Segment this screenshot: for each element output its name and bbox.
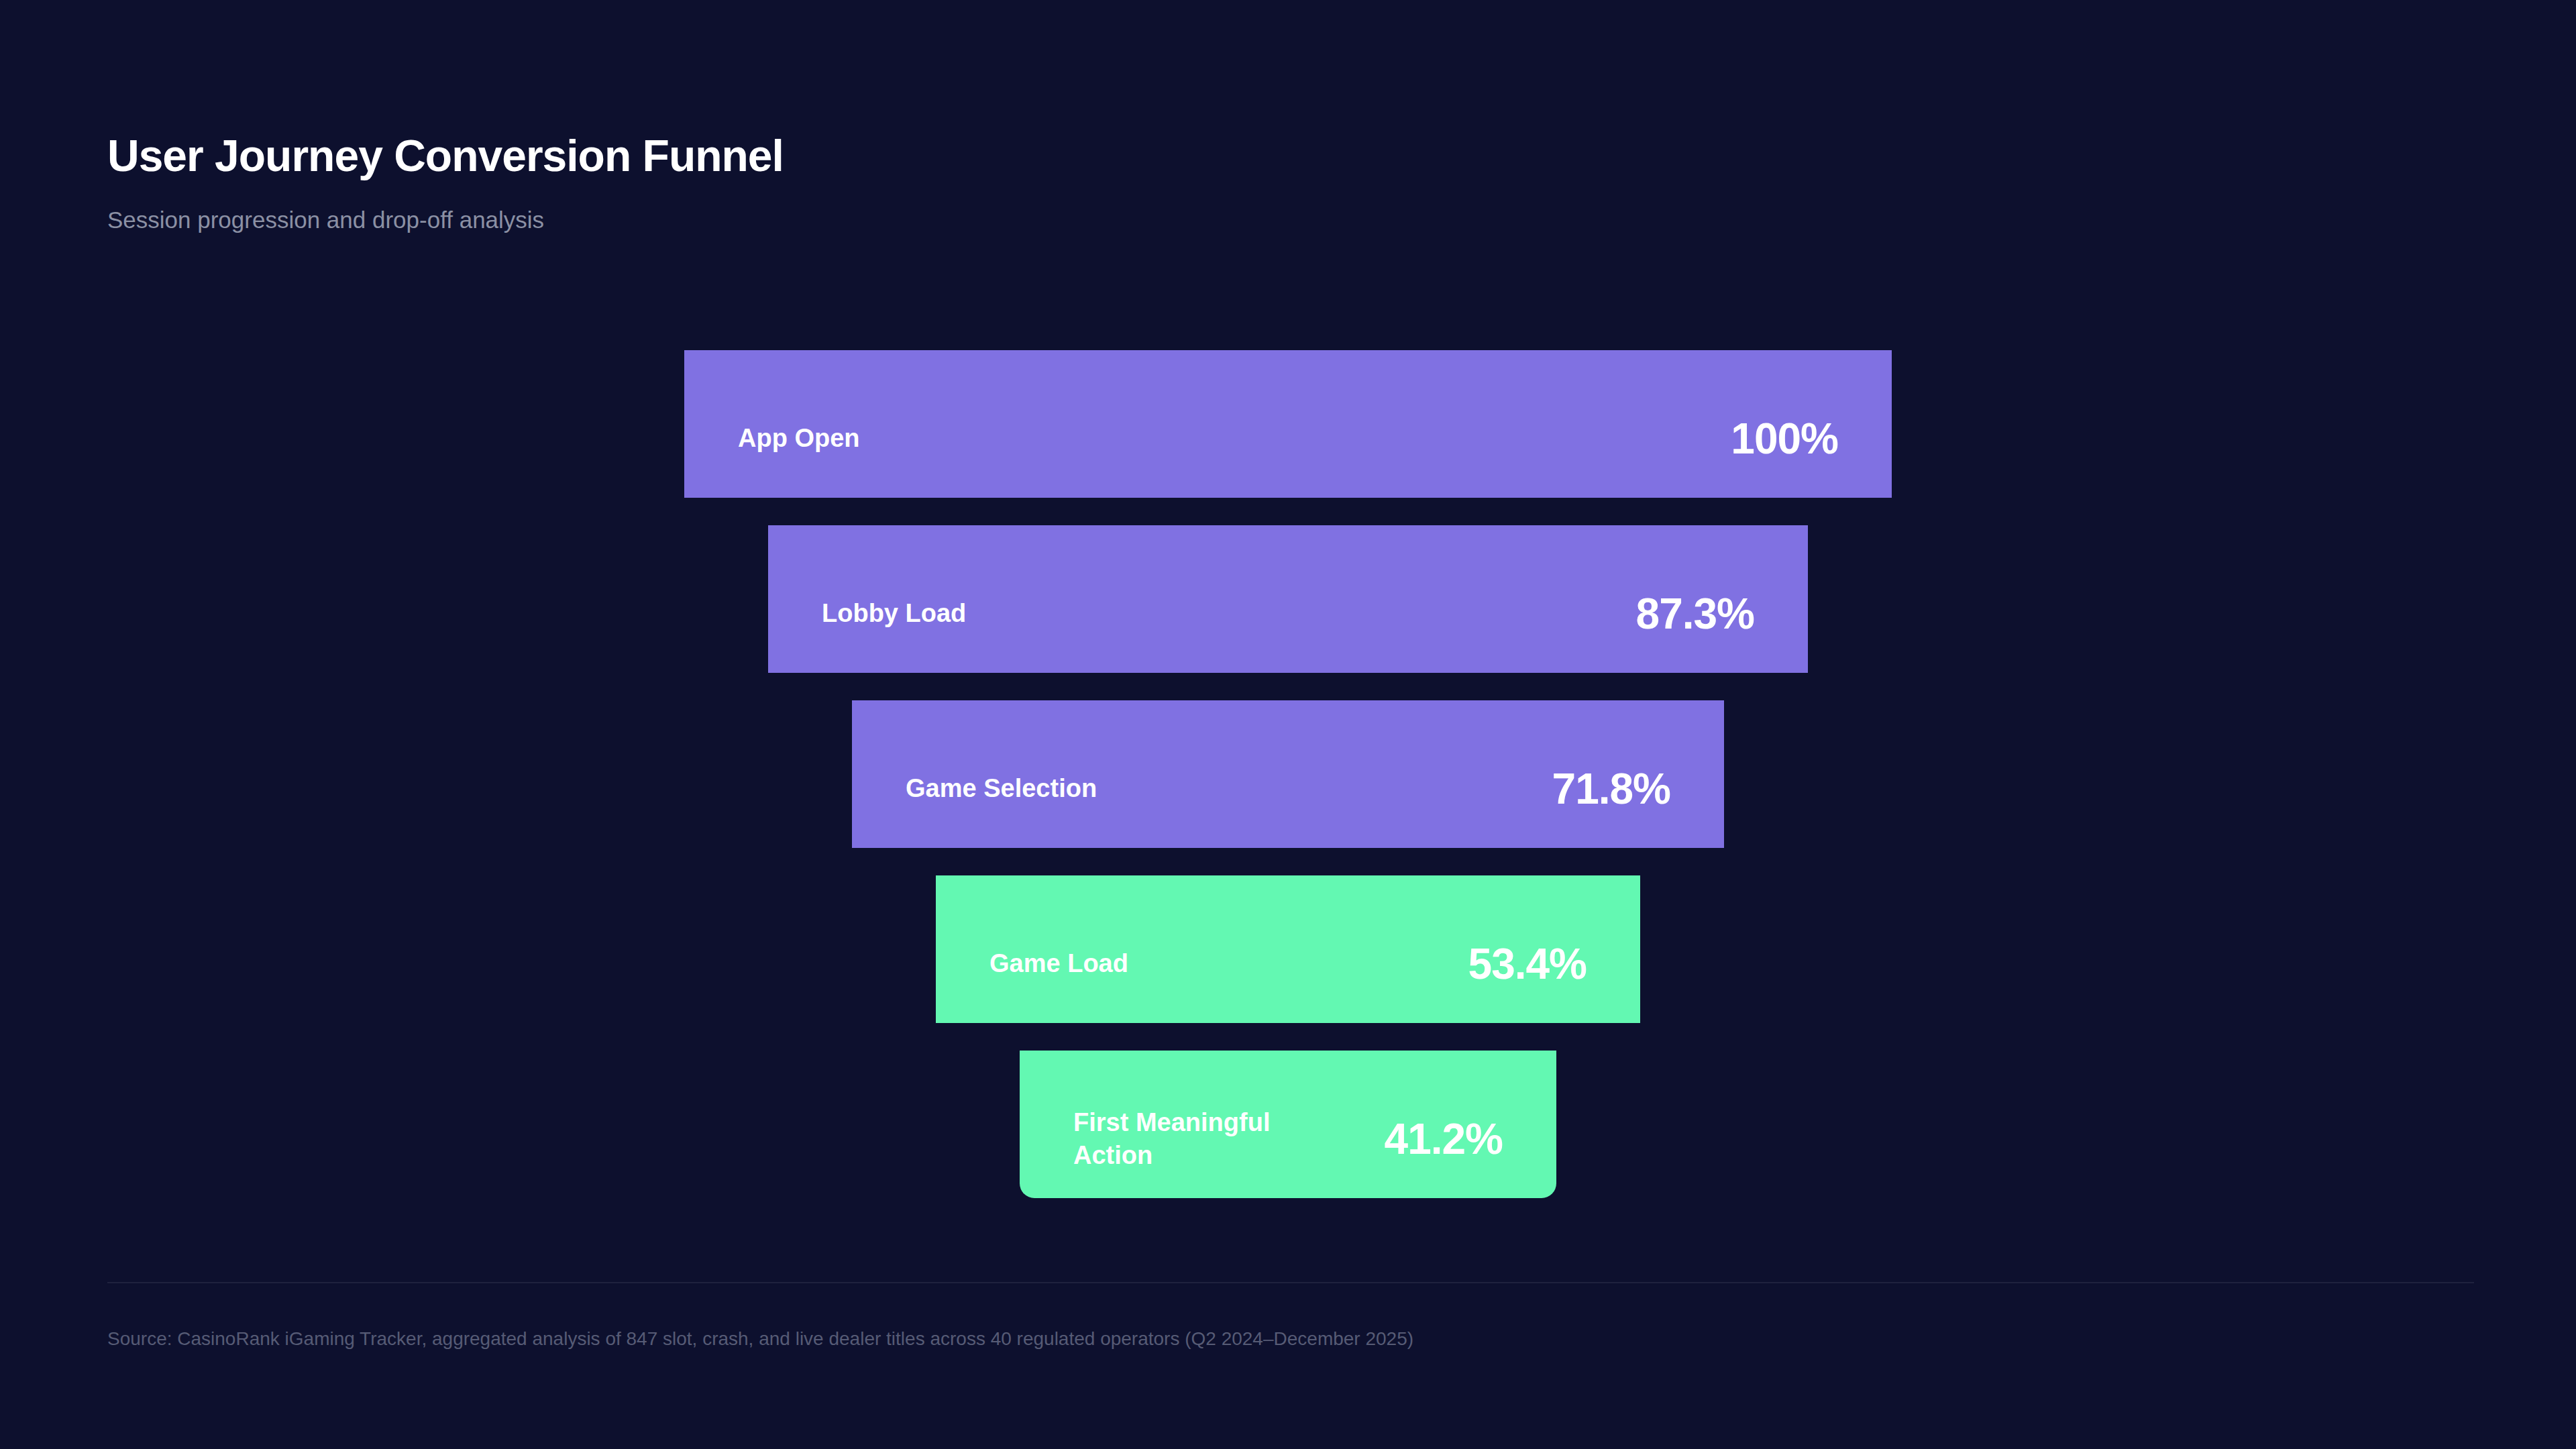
source-note: Source: CasinoRank iGaming Tracker, aggr… [107, 1327, 1413, 1351]
funnel-stage-lobby-load: Lobby Load 87.3% [768, 525, 1808, 673]
stage-label: First Meaningful Action [1073, 1106, 1340, 1173]
funnel-chart-page: User Journey Conversion Funnel Session p… [0, 0, 2576, 1449]
stage-label: Game Selection [906, 772, 1097, 805]
footer-divider [107, 1282, 2474, 1283]
stage-value: 71.8% [1552, 764, 1670, 814]
funnel-stage-game-selection: Game Selection 71.8% [852, 700, 1724, 848]
stage-value: 41.2% [1385, 1114, 1503, 1164]
stage-value: 87.3% [1636, 589, 1754, 639]
stage-label: Game Load [989, 947, 1128, 980]
stage-label: Lobby Load [822, 597, 966, 630]
funnel-stage-first-meaningful-action: First Meaningful Action 41.2% [1020, 1051, 1556, 1198]
stage-value: 100% [1731, 414, 1838, 464]
funnel-stage-game-load: Game Load 53.4% [936, 875, 1640, 1023]
stage-label: App Open [738, 422, 860, 455]
funnel-stage-app-open: App Open 100% [684, 350, 1892, 498]
stage-value: 53.4% [1468, 939, 1587, 989]
funnel-chart: App Open 100% Lobby Load 87.3% Game Sele… [0, 0, 2576, 1449]
